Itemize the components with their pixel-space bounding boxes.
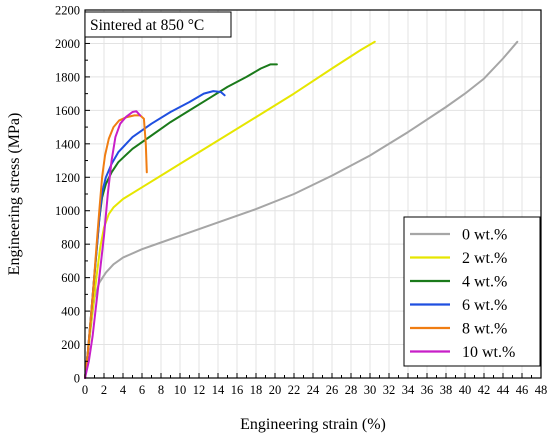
y-tick-label: 400	[61, 305, 80, 319]
x-tick-label: 38	[440, 383, 453, 397]
y-tick-label: 1400	[55, 137, 80, 151]
x-tick-label: 28	[345, 383, 358, 397]
x-tick-label: 22	[288, 383, 301, 397]
x-tick-label: 4	[120, 383, 127, 397]
x-tick-label: 14	[212, 383, 225, 397]
series-line-5	[84, 110, 142, 379]
tick-layer: 0 2 4 6 8 10 12 14 16 18 20 22 24 26 28 30 32 34 36 38 40 42 4…	[55, 4, 547, 398]
legend-label: 2 wt.%	[462, 250, 507, 267]
legend-label: 10 wt.%	[462, 344, 515, 361]
y-tick-label: 2200	[55, 4, 80, 18]
legend-label: 6 wt.%	[462, 297, 507, 314]
series-line-4	[84, 114, 148, 379]
x-tick-label: 30	[364, 383, 377, 397]
y-axis-title: Engineering stress (MPa)	[6, 113, 23, 276]
y-tick-label: 800	[61, 238, 80, 252]
y-tick-label: 1000	[55, 204, 80, 218]
x-tick-label: 46	[516, 383, 529, 397]
annotation-text: Sintered at 850 °C	[90, 17, 204, 34]
x-tick-label: 10	[174, 383, 187, 397]
y-tick-label: 0	[74, 372, 80, 386]
x-tick-label: 0	[82, 383, 88, 397]
series-line-1	[84, 40, 376, 379]
x-tick-label: 12	[193, 383, 206, 397]
x-tick-label: 2	[101, 383, 107, 397]
y-tick-label: 1600	[55, 104, 80, 118]
x-tick-label: 20	[269, 383, 282, 397]
legend-label: 0 wt.%	[462, 227, 507, 244]
y-tick-label: 1200	[55, 171, 80, 185]
y-tick-label: 2000	[55, 37, 80, 51]
x-tick-label: 40	[459, 383, 472, 397]
x-tick-label: 26	[326, 383, 339, 397]
x-tick-label: 6	[139, 383, 145, 397]
legend: 0 wt.% 2 wt.% 4 wt.% 6 wt.% 8 wt.% 10 wt.%	[403, 216, 541, 367]
legend-label: 4 wt.%	[462, 274, 507, 291]
x-tick-label: 8	[158, 383, 164, 397]
x-tick-label: 16	[231, 383, 244, 397]
x-tick-label: 18	[250, 383, 263, 397]
x-tick-label: 36	[421, 383, 434, 397]
y-tick-label: 200	[61, 338, 80, 352]
x-tick-label: 48	[535, 383, 548, 397]
x-tick-label: 24	[307, 383, 320, 397]
x-tick-label: 42	[478, 383, 491, 397]
legend-label: 8 wt.%	[462, 321, 507, 338]
y-tick-label: 600	[61, 271, 80, 285]
x-tick-label: 32	[383, 383, 396, 397]
annotation-box: Sintered at 850 °C	[84, 11, 232, 38]
x-axis-title: Engineering strain (%)	[240, 416, 386, 433]
legend-box	[403, 216, 541, 367]
x-tick-label: 44	[497, 383, 510, 397]
x-tick-label: 34	[402, 383, 415, 397]
series-layer	[84, 40, 519, 379]
y-tick-label: 1800	[55, 70, 80, 84]
